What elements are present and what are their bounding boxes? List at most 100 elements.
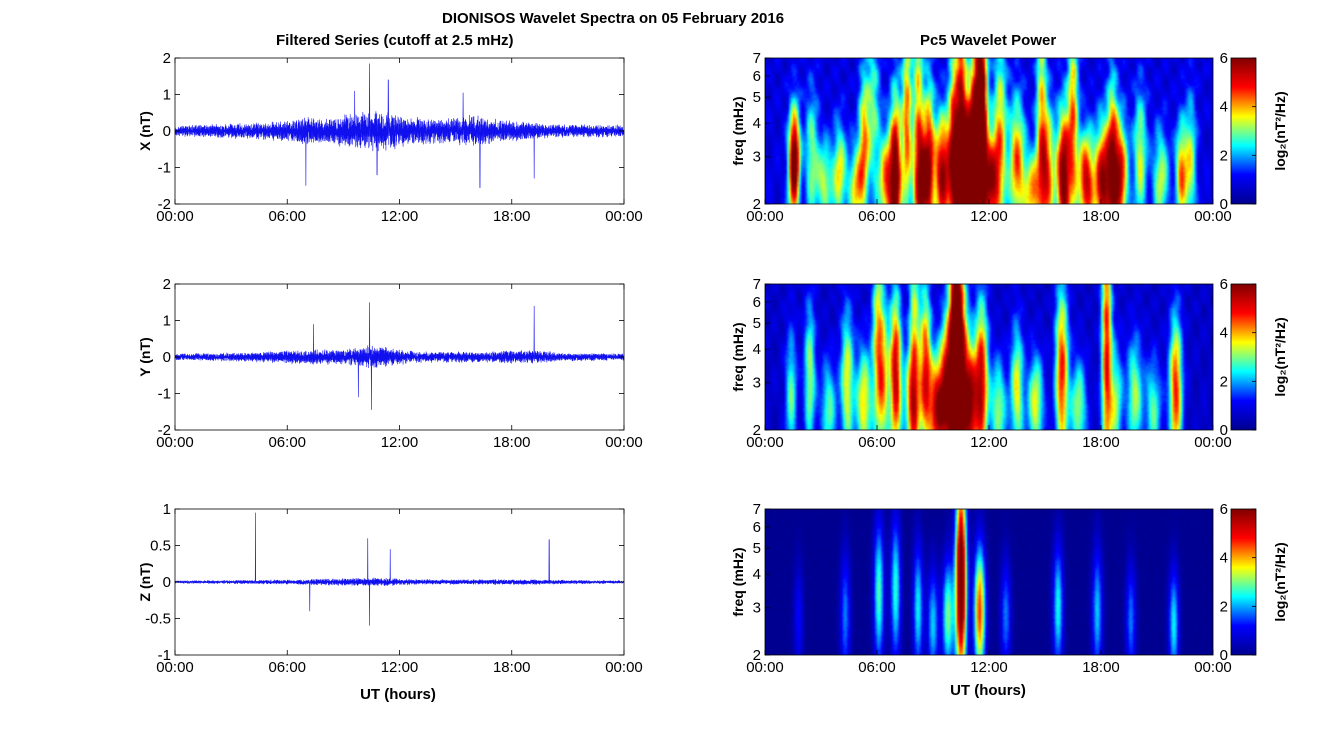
spec-z-ytick-label: 2 [753, 647, 761, 664]
spec-x-ytick-label: 7 [753, 50, 761, 67]
spec-y-xtick-label: 00:00 [746, 434, 784, 451]
spec-x-colorbar-tick-label: 0 [1220, 196, 1228, 213]
spec-y-ytick-label: 4 [753, 341, 761, 358]
spec-y-xtick-label: 12:00 [970, 434, 1008, 451]
series-y-ytick-label: -2 [158, 422, 171, 439]
spec-x-xtick-label: 00:00 [1194, 208, 1232, 225]
series-z-ytick-label: 1 [163, 501, 171, 518]
series-x-xtick-label: 00:00 [156, 208, 194, 225]
spec-x-ytick-label: 4 [753, 115, 761, 132]
spec-y-heatmap [765, 284, 1213, 430]
spec-x-colorbar-tick-label: 6 [1220, 50, 1228, 67]
spec-y-colorbar-tick-label: 2 [1220, 373, 1228, 390]
spec-z-xtick-label: 06:00 [858, 659, 896, 676]
spec-z-colorbar [1230, 508, 1257, 656]
figure-title: DIONISOS Wavelet Spectra on 05 February … [442, 10, 784, 27]
series-z-panel: -1 -0.5 0 0.5 1 00:00 06:00 12:00 18:00 00:00 Z (n… [137, 501, 643, 676]
left-column-title: Filtered Series (cutoff at 2.5 mHz) [276, 32, 514, 49]
right-x-axis-label: UT (hours) [950, 682, 1026, 699]
spec-z-xtick-label: 18:00 [1082, 659, 1120, 676]
series-z-xtick-label: 18:00 [493, 659, 531, 676]
series-z-ytick-label: -0.5 [145, 611, 171, 628]
series-y-xtick-label: 12:00 [381, 434, 419, 451]
series-x-ytick-label: 0 [163, 123, 171, 140]
series-x-ytick-label: 2 [163, 50, 171, 67]
spec-y-ytick-label: 2 [753, 422, 761, 439]
spec-z-heatmap [765, 509, 1213, 655]
spec-y-xtick-label: 00:00 [1194, 434, 1232, 451]
series-z-xtick-label: 00:00 [156, 659, 194, 676]
spec-y-ytick-label: 3 [753, 375, 761, 392]
series-y-xtick-label: 00:00 [156, 434, 194, 451]
left-x-axis-label: UT (hours) [360, 686, 436, 703]
series-x-trace [174, 63, 625, 188]
spec-x-ylabel: freq (mHz) [730, 96, 746, 165]
spec-x-colorbar [1230, 57, 1257, 205]
series-y-trace [174, 302, 625, 410]
series-z-xtick-label: 06:00 [268, 659, 306, 676]
series-y-ylabel: Y (nT) [137, 337, 153, 376]
spec-z-colorbar-tick-label: 6 [1220, 501, 1228, 518]
spec-x-xtick-label: 00:00 [746, 208, 784, 225]
spec-x-ytick-label: 3 [753, 149, 761, 166]
series-z-ylabel: Z (nT) [137, 563, 153, 602]
spec-y-ytick-label: 6 [753, 294, 761, 311]
spec-x-ytick-label: 6 [753, 68, 761, 85]
spec-x-heatmap [765, 58, 1213, 204]
series-y-ytick-label: 0 [163, 349, 171, 366]
series-x-xtick-label: 12:00 [381, 208, 419, 225]
series-x-ytick-label: -2 [158, 196, 171, 213]
spec-y-xtick-label: 06:00 [858, 434, 896, 451]
spec-y-ylabel: freq (mHz) [730, 322, 746, 391]
spec-y-xtick-label: 18:00 [1082, 434, 1120, 451]
series-z-xtick-label: 12:00 [381, 659, 419, 676]
series-x-xtick-label: 18:00 [493, 208, 531, 225]
series-x-xtick-label: 06:00 [268, 208, 306, 225]
series-x-xtick-label: 00:00 [605, 208, 643, 225]
spec-z-colorbar-tick-label: 4 [1220, 550, 1228, 567]
series-y-ytick-label: 1 [163, 313, 171, 330]
spec-y-ytick-label: 7 [753, 276, 761, 293]
spec-z-xtick-label: 00:00 [746, 659, 784, 676]
spec-z-ytick-label: 5 [753, 540, 761, 557]
spec-z-ytick-label: 3 [753, 600, 761, 617]
spec-x-xtick-label: 06:00 [858, 208, 896, 225]
spec-x-xtick-label: 18:00 [1082, 208, 1120, 225]
series-x-ytick-label: 1 [163, 87, 171, 104]
spec-x-colorbar-tick-label: 2 [1220, 147, 1228, 164]
spec-x-colorbar-tick-label: 4 [1220, 99, 1228, 116]
series-y-ytick-label: 2 [163, 276, 171, 293]
spec-z-xtick-label: 00:00 [1194, 659, 1232, 676]
series-x-ylabel: X (nT) [137, 111, 153, 151]
series-x-panel: -2 -1 0 1 2 00:00 06:00 12:00 18:00 00:00 X (nT) [137, 50, 643, 225]
spec-z-colorbar-label: log₂(nT²/Hz) [1272, 542, 1288, 621]
series-z-xtick-label: 00:00 [605, 659, 643, 676]
spec-z-colorbar-tick-label: 2 [1220, 598, 1228, 615]
spec-z-ytick-label: 6 [753, 519, 761, 536]
spec-y-colorbar [1230, 283, 1257, 431]
series-z-ytick-label: 0.5 [150, 538, 171, 555]
spec-z-ytick-label: 7 [753, 501, 761, 518]
spec-x-ytick-label: 5 [753, 89, 761, 106]
spec-z-ylabel: freq (mHz) [730, 547, 746, 616]
series-z-trace [174, 512, 625, 626]
spec-z-colorbar-tick-label: 0 [1220, 647, 1228, 664]
spec-z-ytick-label: 4 [753, 566, 761, 583]
spec-y-colorbar-label: log₂(nT²/Hz) [1272, 317, 1288, 396]
series-y-ytick-label: -1 [158, 386, 171, 403]
spec-x-ytick-label: 2 [753, 196, 761, 213]
spec-y-colorbar-tick-label: 0 [1220, 422, 1228, 439]
spec-z-xtick-label: 12:00 [970, 659, 1008, 676]
series-z-ytick-label: 0 [163, 574, 171, 591]
right-column-title: Pc5 Wavelet Power [920, 32, 1056, 49]
series-y-xtick-label: 06:00 [268, 434, 306, 451]
spec-x-xtick-label: 12:00 [970, 208, 1008, 225]
series-y-xtick-label: 18:00 [493, 434, 531, 451]
series-x-ytick-label: -1 [158, 160, 171, 177]
series-z-ytick-label: -1 [158, 647, 171, 664]
series-y-xtick-label: 00:00 [605, 434, 643, 451]
